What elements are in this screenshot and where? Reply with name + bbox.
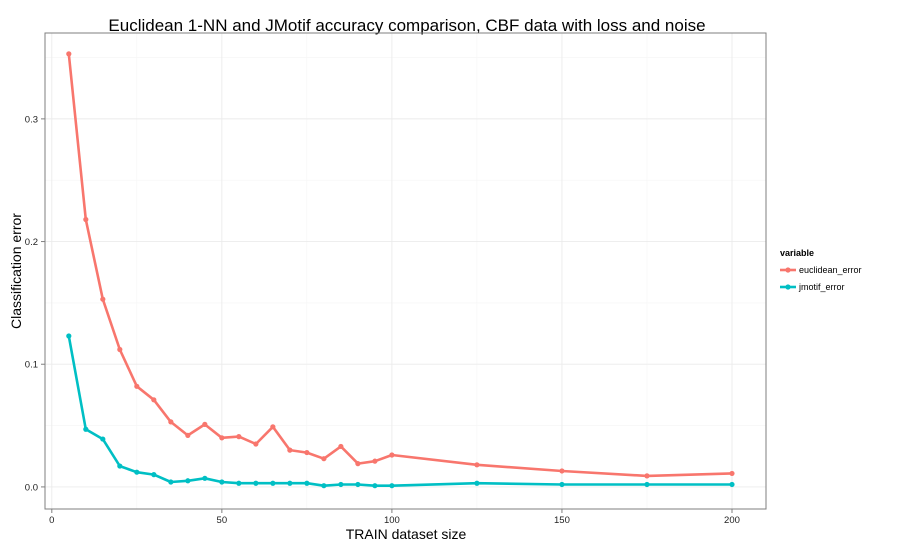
data-point-euclidean_error: [729, 470, 735, 477]
data-point-jmotif_error: [185, 478, 191, 484]
series-line-jmotif_error: [67, 334, 734, 488]
data-point-jmotif_error: [338, 481, 344, 488]
data-point-jmotif_error: [100, 436, 106, 442]
data-point-euclidean_error: [253, 441, 259, 447]
data-point-jmotif_error: [202, 475, 208, 481]
data-point-jmotif_error: [644, 481, 650, 488]
data-point-jmotif_error: [66, 333, 72, 339]
data-point-euclidean_error: [304, 449, 310, 456]
x-tick-label: 150: [554, 515, 570, 526]
data-point-jmotif_error: [321, 483, 327, 489]
data-point-euclidean_error: [287, 447, 293, 453]
legend-label: euclidean_error: [799, 265, 862, 275]
y-tick-label: 0.3: [25, 114, 38, 125]
grid: [45, 33, 766, 509]
x-axis-title: TRAIN dataset size: [346, 526, 467, 542]
x-tick-label: 200: [724, 515, 740, 526]
data-point-jmotif_error: [270, 480, 276, 486]
data-point-euclidean_error: [389, 452, 395, 458]
legend: variable euclidean_error jmotif_error: [780, 248, 862, 292]
y-tick-label: 0.0: [25, 482, 38, 493]
data-point-jmotif_error: [355, 481, 361, 488]
legend-key-point: [785, 284, 791, 290]
data-point-jmotif_error: [474, 480, 480, 486]
chart-title: Euclidean 1-NN and JMotif accuracy compa…: [108, 16, 705, 35]
data-point-euclidean_error: [559, 468, 565, 474]
legend-title: variable: [780, 248, 814, 258]
axes: 0 50 100 150 200 0.0 0.1 0.2 0.3: [25, 114, 740, 526]
data-point-jmotif_error: [559, 481, 565, 488]
data-point-euclidean_error: [100, 296, 106, 302]
y-tick-label: 0.2: [25, 237, 38, 248]
data-point-jmotif_error: [117, 463, 123, 469]
data-point-euclidean_error: [202, 421, 208, 427]
data-point-euclidean_error: [355, 461, 361, 467]
data-point-euclidean_error: [83, 216, 89, 223]
data-point-jmotif_error: [219, 479, 225, 485]
data-point-jmotif_error: [83, 426, 89, 432]
data-point-euclidean_error: [134, 383, 140, 389]
data-point-jmotif_error: [151, 472, 157, 478]
x-tick-label: 50: [217, 515, 228, 526]
y-tick-label: 0.1: [25, 360, 38, 371]
data-point-jmotif_error: [729, 481, 735, 488]
x-tick-label: 100: [384, 515, 400, 526]
series-euclidean_error: [66, 51, 735, 479]
data-point-jmotif_error: [389, 483, 395, 489]
data-point-euclidean_error: [321, 456, 327, 462]
data-point-jmotif_error: [236, 480, 242, 486]
data-point-euclidean_error: [372, 458, 378, 464]
data-point-jmotif_error: [372, 483, 378, 489]
data-point-euclidean_error: [117, 346, 123, 353]
data-point-euclidean_error: [151, 397, 157, 403]
series-line-euclidean_error: [67, 52, 734, 478]
y-axis-title: Classification error: [8, 213, 24, 329]
data-point-euclidean_error: [168, 419, 174, 425]
data-point-euclidean_error: [66, 51, 72, 57]
data-point-euclidean_error: [219, 435, 225, 441]
legend-label: jmotif_error: [798, 282, 845, 292]
data-point-jmotif_error: [168, 479, 174, 485]
data-point-jmotif_error: [287, 480, 293, 486]
data-point-euclidean_error: [644, 473, 650, 479]
data-point-euclidean_error: [270, 424, 276, 430]
data-point-euclidean_error: [185, 432, 191, 438]
data-point-euclidean_error: [474, 462, 480, 468]
data-point-euclidean_error: [338, 443, 344, 450]
data-point-euclidean_error: [236, 434, 242, 440]
legend-key-point: [785, 267, 791, 273]
data-point-jmotif_error: [134, 469, 140, 475]
data-point-jmotif_error: [304, 480, 310, 486]
x-tick-label: 0: [49, 515, 54, 526]
plot-panel: [44, 32, 767, 510]
data-point-jmotif_error: [253, 480, 259, 486]
series-jmotif_error: [66, 333, 735, 489]
series-layer: [66, 51, 735, 489]
